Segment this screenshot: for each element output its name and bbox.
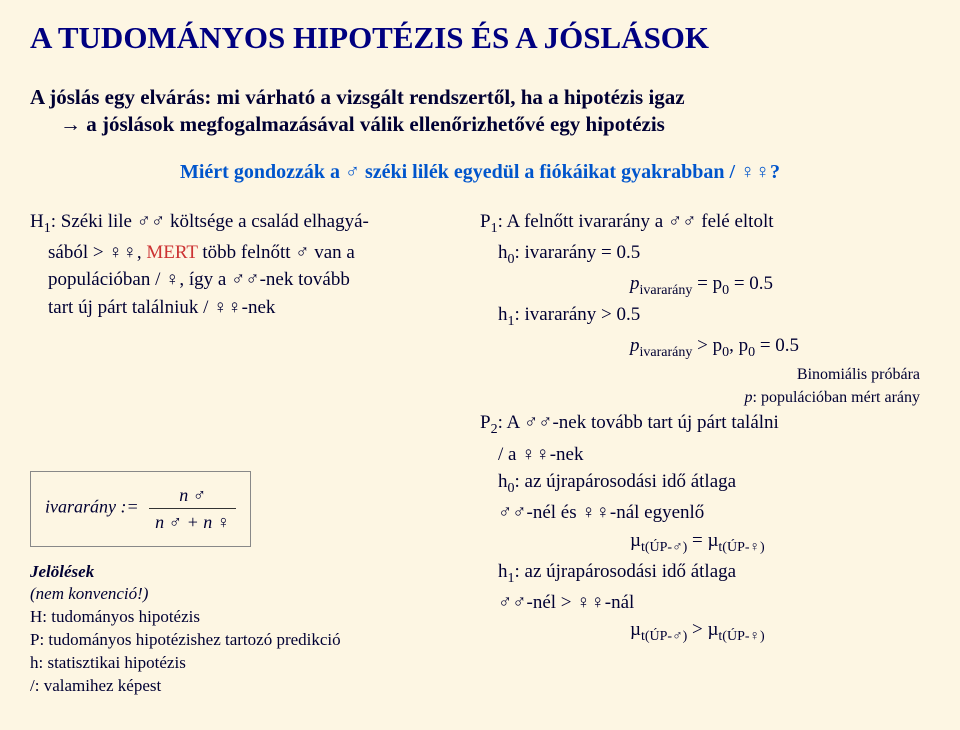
p2-mu-gt: µt(ÚP-♂) > µt(ÚP-♀)	[480, 616, 930, 647]
prediction-p1: P1: A felnőtt ivararány a ♂♂ felé eltolt	[480, 208, 930, 239]
p1-pgt-b: > p	[692, 335, 722, 356]
legend-h-low: h: statisztikai hipotézis	[30, 652, 460, 675]
p1-peq-c: = 0.5	[729, 273, 773, 294]
mu-eq-a: µ	[630, 530, 641, 551]
legend-note: (nem konvenció!)	[30, 583, 460, 606]
h1-text-c: több felnőtt ♂ van a	[198, 242, 355, 263]
right-column: P1: A felnőtt ivararány a ♂♂ felé eltolt…	[480, 208, 930, 699]
legend-p-cap: P: tudományos hipotézishez tartozó predi…	[30, 629, 460, 652]
formula-denominator: n ♂ + n ♀	[149, 509, 236, 535]
p1-h1: h1: ivararány > 0.5	[480, 301, 930, 332]
left-column: H1: Széki lile ♂♂ költsége a család elha…	[30, 208, 460, 699]
p2-h0: h0: az újrapárosodási idő átlaga	[480, 468, 930, 499]
p2-label: P	[480, 412, 491, 433]
p1-h0-sub: 0	[508, 251, 515, 266]
binom-note-2: p: populációban mért arány	[480, 386, 930, 409]
p2-h0-text: : az újrapárosodási idő átlaga	[515, 471, 737, 492]
legend-slash: /: valamihez képest	[30, 675, 460, 698]
mu-eq-sub1: t(ÚP-♂)	[641, 540, 687, 555]
p1-h1-label: h	[498, 304, 508, 325]
p2-h0-label: h	[498, 471, 508, 492]
p2-h0-text-b: ♂♂-nél és ♀♀-nál egyenlő	[480, 499, 930, 527]
p2-sub: 2	[491, 422, 498, 437]
p2-h0-sub: 0	[508, 481, 515, 496]
content-columns: H1: Széki lile ♂♂ költsége a család elha…	[30, 208, 930, 699]
p2-h1: h1: az újrapárosodási idő átlaga	[480, 558, 930, 589]
p1-gt: pivararány > p0, p0 = 0.5	[480, 332, 930, 363]
binom-p: p	[745, 389, 753, 406]
page-title: A TUDOMÁNYOS HIPOTÉZIS ÉS A JÓSLÁSOK	[30, 20, 930, 56]
p1-label: P	[480, 211, 491, 232]
p2-h1-text: : az újrapárosodási idő átlaga	[515, 561, 737, 582]
binom-note-1: Binomiális próbára	[480, 363, 930, 386]
p1-eq: pivararány = p0 = 0.5	[480, 270, 930, 301]
p1-pgt-c: , p	[729, 335, 748, 356]
intro-block: A jóslás egy elvárás: mi várható a vizsg…	[30, 84, 930, 139]
p1-h1-text: : ivararány > 0.5	[515, 304, 641, 325]
intro-line-2: → a jóslások megfogalmazásával válik ell…	[30, 111, 930, 138]
p1-h1-sub: 1	[508, 314, 515, 329]
h1-text-e: tart új párt találniuk / ♀♀-nek	[30, 294, 460, 322]
p2-h1-text-b: ♂♂-nél > ♀♀-nál	[480, 589, 930, 617]
p1-pgt-sub: ivararány	[640, 345, 693, 360]
p1-peq-sub: ivararány	[640, 283, 693, 298]
mu-gt-b: > µ	[687, 619, 718, 640]
p1-peq-a: p	[630, 273, 640, 294]
p2-text-b: / a ♀♀-nek	[480, 441, 930, 469]
formula-numerator: n ♂	[149, 482, 236, 509]
prediction-p2: P2: A ♂♂-nek tovább tart új párt találni	[480, 409, 930, 440]
p1-text: : A felnőtt ivararány a ♂♂ felé eltolt	[498, 211, 774, 232]
p1-pgt-d: = 0.5	[755, 335, 799, 356]
formula-label: ivararány :=	[45, 497, 139, 517]
p2-text: : A ♂♂-nek tovább tart új párt találni	[498, 412, 779, 433]
p1-h0: h0: ivararány = 0.5	[480, 239, 930, 270]
hypothesis-h1: H1: Széki lile ♂♂ költsége a család elha…	[30, 208, 460, 322]
legend-block: Jelölések (nem konvenció!) H: tudományos…	[30, 561, 460, 699]
formula-box: ivararány := n ♂ n ♂ + n ♀	[30, 471, 251, 546]
mu-eq-b: = µ	[687, 530, 718, 551]
formula-fraction: n ♂ n ♂ + n ♀	[149, 482, 236, 535]
legend-h-cap: H: tudományos hipotézis	[30, 606, 460, 629]
h1-label: H	[30, 211, 44, 232]
p1-h0-text: : ivararány = 0.5	[515, 242, 641, 263]
mu-gt-a: µ	[630, 619, 641, 640]
h1-text-d: populációban / ♀, így a ♂♂-nek tovább	[30, 266, 460, 294]
p1-h0-label: h	[498, 242, 508, 263]
p1-sub: 1	[491, 220, 498, 235]
p1-pgt-a: p	[630, 335, 640, 356]
p2-h1-sub: 1	[508, 571, 515, 586]
h1-text-a: : Széki lile ♂♂ költsége a család elhagy…	[51, 211, 369, 232]
binom-text: : populációban mért arány	[753, 389, 921, 406]
mu-gt-sub2: t(ÚP-♀)	[718, 629, 764, 644]
p2-h1-label: h	[498, 561, 508, 582]
h1-text-b: sából > ♀♀,	[48, 242, 146, 263]
mu-gt-sub1: t(ÚP-♂)	[641, 629, 687, 644]
p2-mu-eq: µt(ÚP-♂) = µt(ÚP-♀)	[480, 527, 930, 558]
h1-sub: 1	[44, 220, 51, 235]
legend-title: Jelölések	[30, 561, 460, 584]
mu-eq-sub2: t(ÚP-♀)	[718, 540, 764, 555]
h1-mert: MERT	[146, 242, 197, 263]
intro-line-1: A jóslás egy elvárás: mi várható a vizsg…	[30, 84, 930, 111]
research-question: Miért gondozzák a ♂ széki lilék egyedül …	[30, 161, 930, 184]
p1-peq-b: = p	[692, 273, 722, 294]
